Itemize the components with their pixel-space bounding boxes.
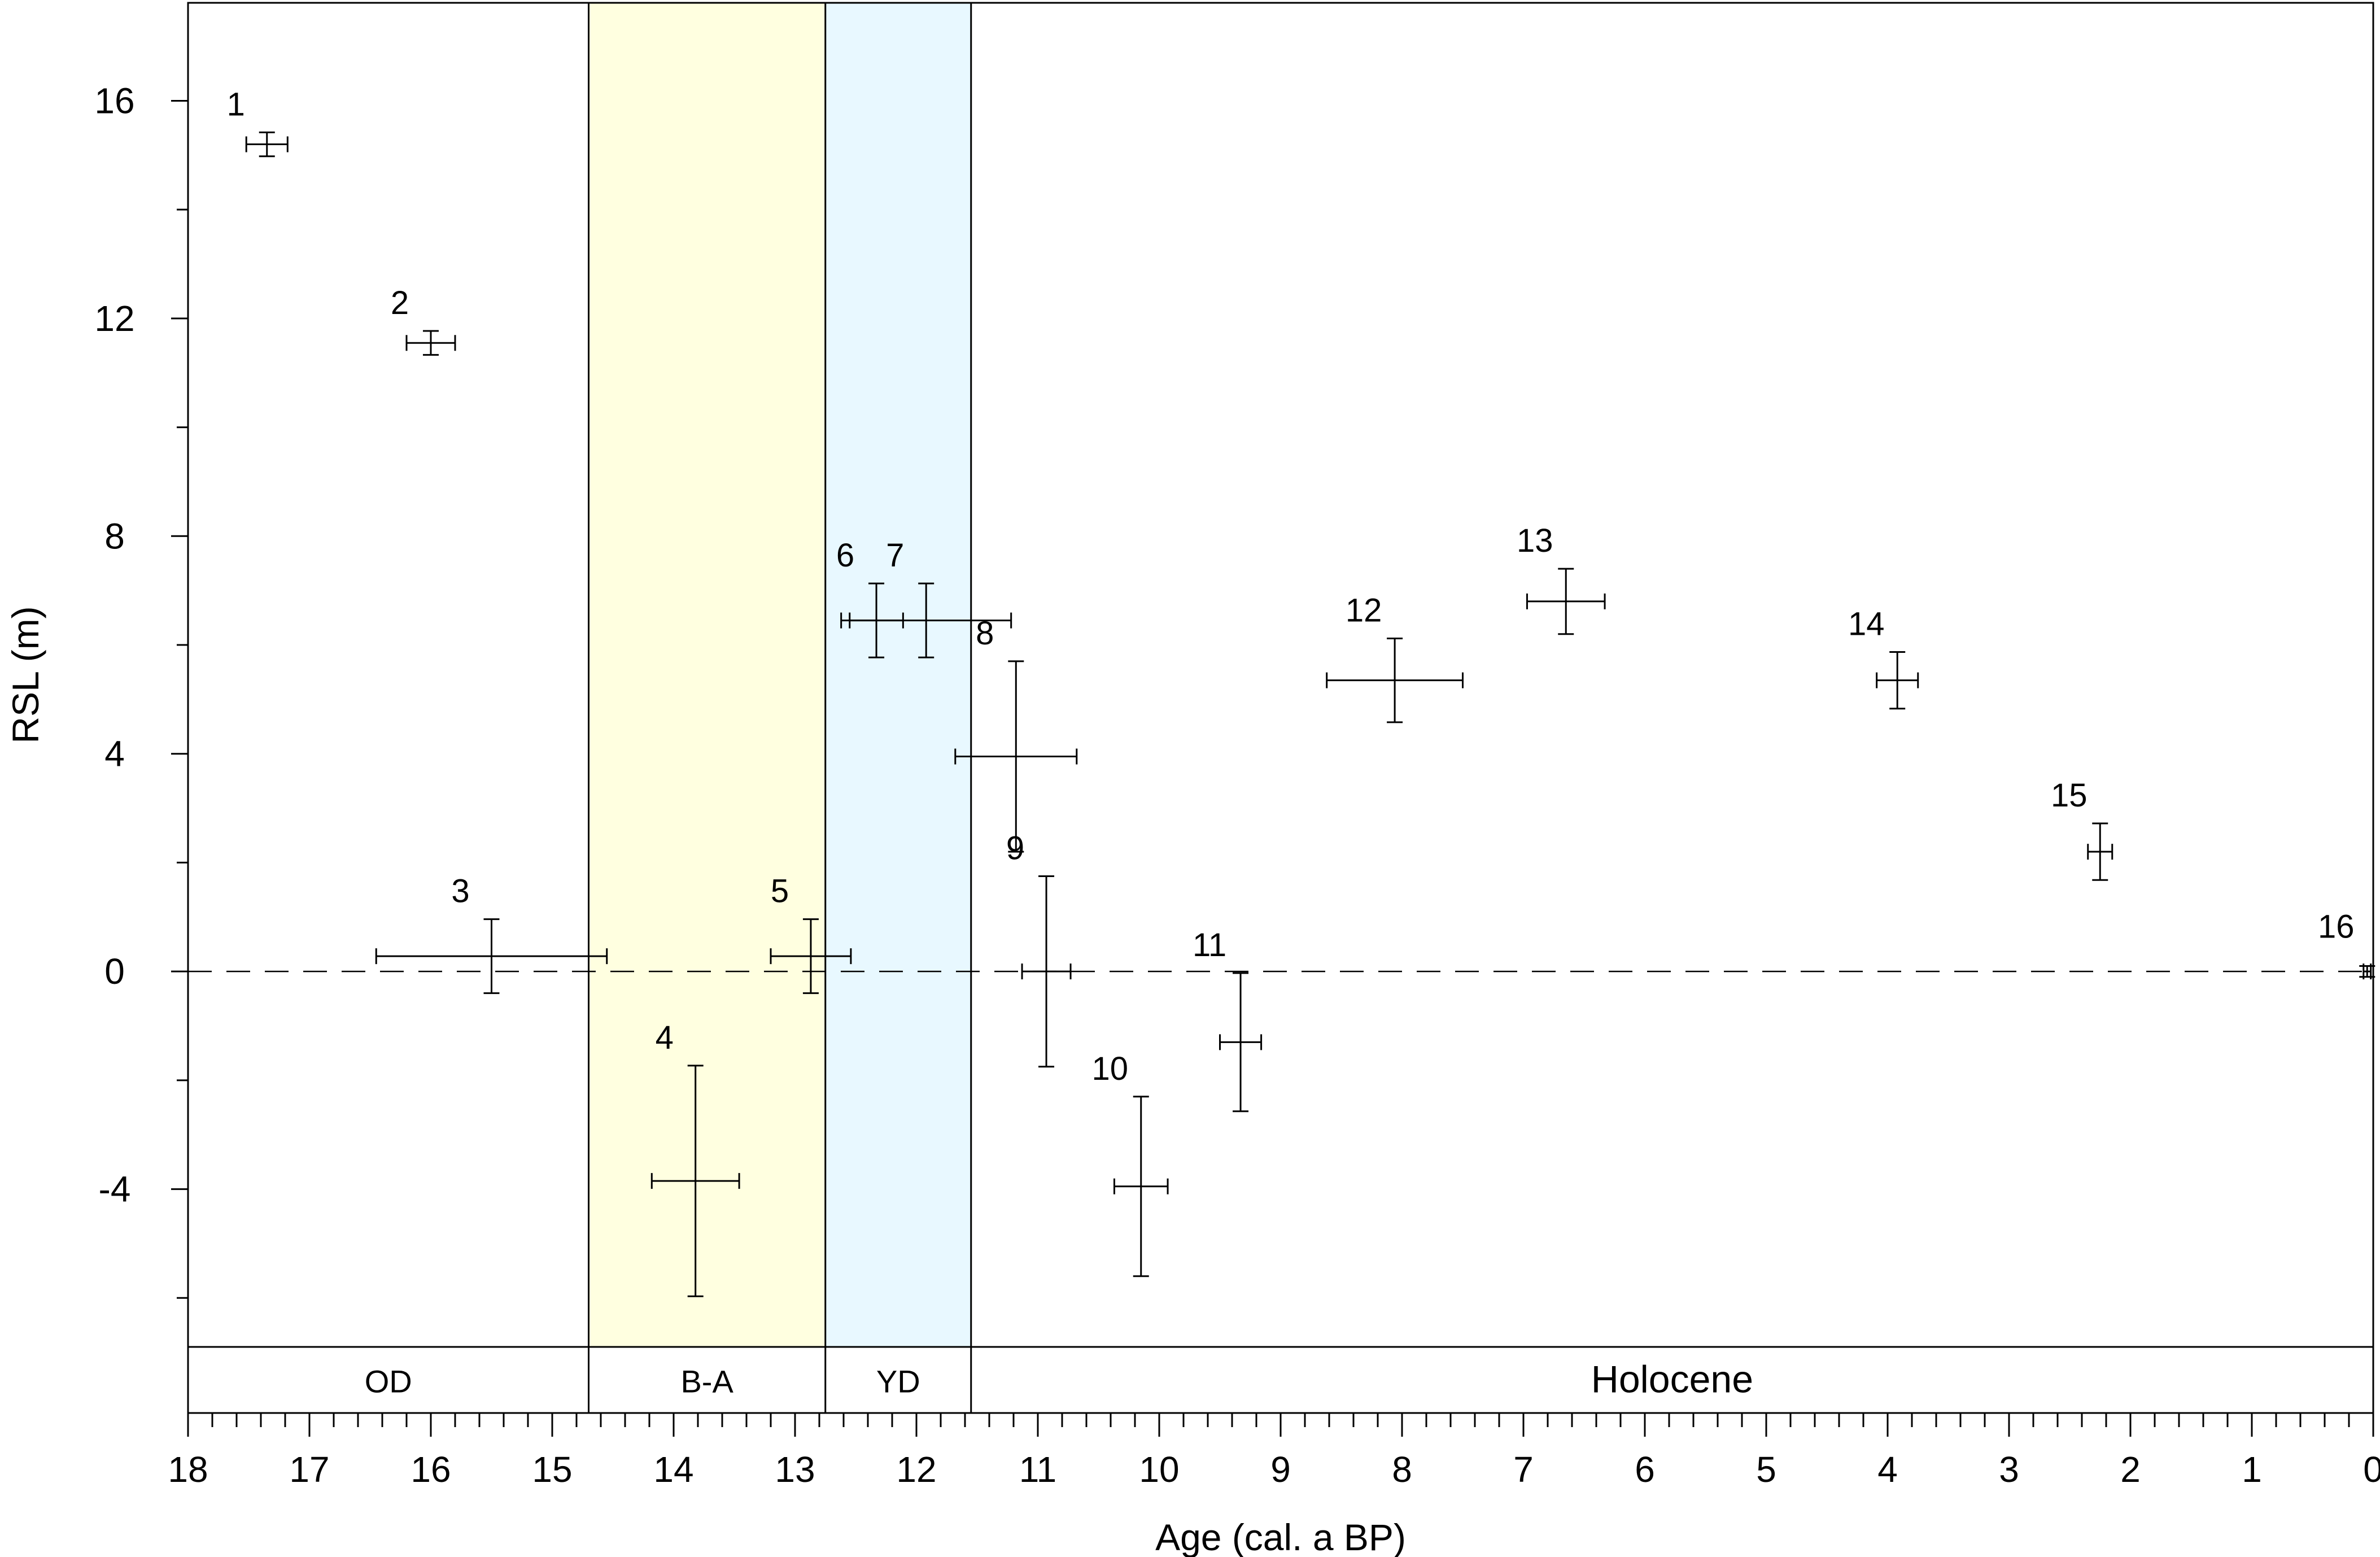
x-tick-label: 5 [1756,1449,1776,1490]
x-tick-label: 17 [289,1449,329,1490]
period-band-b-a [588,3,826,1347]
point-label: 10 [1091,1050,1128,1087]
period-label-yd: YD [876,1364,920,1399]
y-tick-label: 0 [104,951,125,992]
x-tick-label: 9 [1270,1449,1291,1490]
data-point-1: 1 [227,86,289,158]
point-label: 12 [1346,592,1382,629]
y-axis-label: RSL (m) [5,606,46,743]
point-label: 1 [227,86,245,123]
x-tick-label: 0 [2363,1449,2380,1490]
point-label: 4 [656,1019,674,1056]
period-label-b-a: B-A [680,1364,733,1399]
data-point-5: 5 [770,873,852,995]
x-tick-label: 10 [1139,1449,1179,1490]
point-label: 14 [1848,606,1885,643]
x-tick-label: 12 [896,1449,936,1490]
x-tick-label: 2 [2120,1449,2141,1490]
data-point-10: 10 [1091,1050,1169,1277]
x-tick-label: 4 [1877,1449,1898,1490]
y-tick-label: 8 [104,516,125,556]
x-tick-label: 16 [411,1449,451,1490]
x-tick-label: 18 [168,1449,208,1490]
period-label-holocene: Holocene [1591,1358,1753,1401]
period-row: OD B-A YD Holocene [188,3,2373,1413]
data-point-13: 13 [1517,522,1606,635]
data-point-2: 2 [391,285,456,356]
data-point-4: 4 [650,1019,740,1297]
data-point-3: 3 [375,873,608,995]
x-tick-label: 15 [532,1449,572,1490]
point-label: 13 [1517,522,1553,559]
x-tick-label: 13 [775,1449,815,1490]
data-point-9: 9 [1006,830,1072,1068]
point-label: 9 [1006,830,1024,867]
point-label: 2 [391,285,409,321]
x-axis-label: Age (cal. a BP) [1155,1516,1406,1557]
x-tick-label: 6 [1635,1449,1655,1490]
point-label: 11 [1193,927,1226,963]
y-tick-label: -4 [99,1169,131,1210]
point-label: 3 [451,873,469,910]
x-axis: 18 17 16 15 14 13 12 11 10 9 8 7 6 5 4 3 2 1 0 [168,1413,2380,1490]
y-tick-label: 12 [94,298,134,339]
data-point-8: 8 [954,615,1078,853]
y-tick-label: 4 [104,734,125,774]
period-band-od [188,3,589,1347]
point-label: 6 [836,537,854,574]
x-tick-label: 3 [1999,1449,2019,1490]
period-bands [188,3,2373,1347]
period-band-holocene [971,3,2373,1347]
point-label: 7 [886,537,904,574]
x-tick-label: 14 [653,1449,693,1490]
x-tick-label: 11 [1019,1449,1056,1490]
point-label: 16 [2318,909,2355,945]
data-point-11: 11 [1193,927,1263,1113]
x-tick-label: 7 [1513,1449,1534,1490]
point-label: 8 [976,615,994,652]
point-label: 15 [2051,777,2088,814]
data-point-14: 14 [1848,606,1919,710]
period-band-yd [825,3,971,1347]
period-label-od: OD [365,1364,412,1399]
y-axis: 16 12 8 4 0 -4 [94,80,188,1299]
point-label: 5 [771,873,789,910]
x-tick-label: 1 [2242,1449,2262,1490]
y-tick-label: 16 [94,80,134,121]
data-point-12: 12 [1326,592,1464,723]
data-point-7: 7 [840,537,1012,658]
x-tick-label: 8 [1392,1449,1412,1490]
data-point-15: 15 [2051,777,2113,881]
